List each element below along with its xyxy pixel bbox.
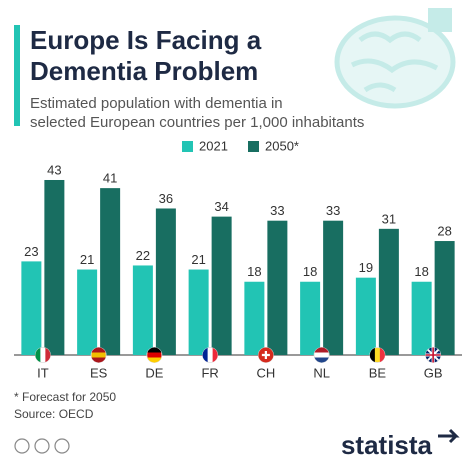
- brand-logo: statista: [341, 430, 433, 460]
- flag-cross: [261, 351, 270, 359]
- data-label: 33: [326, 203, 340, 218]
- x-tick-label: NL: [313, 365, 330, 380]
- data-label: 31: [382, 211, 396, 226]
- source: Source: OECD: [14, 407, 94, 421]
- data-label: 18: [303, 264, 317, 279]
- flag-stripe: [91, 347, 106, 353]
- x-tick-label: CH: [256, 365, 275, 380]
- bar: [378, 228, 399, 355]
- data-label: 21: [80, 252, 94, 267]
- flag-stripe: [91, 357, 106, 363]
- flag: [313, 347, 330, 363]
- x-tick-label: FR: [201, 365, 218, 380]
- flag-stripe: [314, 347, 329, 353]
- data-label: 34: [214, 199, 228, 214]
- x-tick-label: DE: [145, 365, 163, 380]
- bar: [300, 281, 321, 355]
- chart-title: Dementia Problem: [30, 56, 258, 86]
- bar: [77, 269, 98, 355]
- flag: [369, 347, 386, 363]
- flag: [425, 347, 442, 363]
- chart-subtitle: selected European countries per 1,000 in…: [30, 114, 364, 131]
- flag-stripe: [369, 347, 375, 363]
- bar: [267, 220, 288, 355]
- legend-label: 2021: [199, 138, 228, 153]
- bar: [132, 265, 153, 355]
- legend-label: 2050*: [265, 138, 299, 153]
- flag: [202, 347, 219, 363]
- license-icons: [14, 438, 70, 454]
- flag-stripe: [147, 347, 162, 353]
- bar: [323, 220, 344, 355]
- bar: [188, 269, 209, 355]
- flag: [146, 347, 163, 363]
- flag: [90, 347, 107, 363]
- flag-stripe: [45, 347, 51, 363]
- bar: [155, 208, 176, 355]
- data-label: 23: [24, 244, 38, 259]
- bar: [355, 277, 376, 355]
- footnote: * Forecast for 2050: [14, 390, 116, 404]
- bar: [100, 188, 121, 355]
- x-tick-label: BE: [369, 365, 387, 380]
- bar: [244, 281, 265, 355]
- chart-title: Europe Is Facing a: [30, 25, 262, 55]
- flag: [34, 347, 51, 363]
- bar: [211, 216, 232, 355]
- data-label: 43: [47, 162, 61, 177]
- data-label: 22: [136, 248, 150, 263]
- flag-stripe: [35, 347, 41, 363]
- flag-cross: [425, 347, 441, 363]
- bar: [21, 261, 42, 355]
- bar: [411, 281, 432, 355]
- data-label: 18: [247, 264, 261, 279]
- x-tick-label: GB: [424, 365, 443, 380]
- flag-stripe: [379, 347, 385, 363]
- bar: [44, 179, 65, 355]
- brain-illustration: [334, 8, 456, 109]
- data-label: 21: [191, 252, 205, 267]
- data-label: 18: [414, 264, 428, 279]
- brand-icon: [438, 428, 460, 444]
- data-label: 28: [437, 223, 451, 238]
- legend-swatch: [248, 141, 259, 152]
- flag: [257, 347, 274, 363]
- data-label: 19: [359, 260, 373, 275]
- flag-stripe: [147, 357, 162, 363]
- x-tick-label: IT: [37, 365, 49, 380]
- data-label: 41: [103, 171, 117, 186]
- data-label: 36: [159, 191, 173, 206]
- data-label: 33: [270, 203, 284, 218]
- flag-stripe: [212, 347, 218, 363]
- accent-bar: [14, 25, 20, 126]
- x-tick-label: ES: [90, 365, 108, 380]
- flag-stripe: [202, 347, 208, 363]
- bar: [434, 241, 455, 355]
- chart-subtitle: Estimated population with dementia in: [30, 95, 283, 112]
- flag-stripe: [314, 357, 329, 363]
- legend-swatch: [182, 141, 193, 152]
